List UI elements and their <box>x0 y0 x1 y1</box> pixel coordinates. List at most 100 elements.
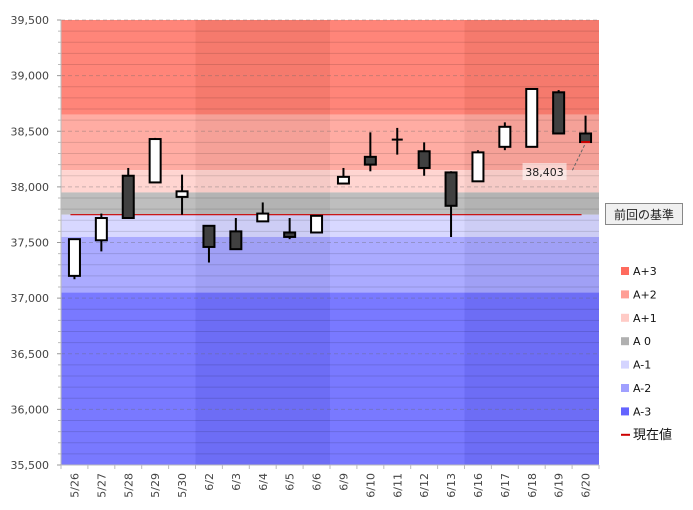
candle-body <box>363 155 377 166</box>
gridlines <box>61 19 599 466</box>
candle <box>336 167 350 185</box>
band-aplus1 <box>61 170 599 193</box>
candle <box>175 174 189 215</box>
x-tick-label: 5/28 <box>122 473 135 498</box>
x-tick-label: 6/2 <box>203 473 216 491</box>
legend-swatch <box>621 384 629 392</box>
week-shade-band <box>195 20 330 465</box>
band-aplus3 <box>61 20 599 115</box>
candle <box>525 87 539 148</box>
y-tick-label: 38,000 <box>11 181 50 194</box>
legend-swatch <box>621 407 629 416</box>
x-tick-label: 6/12 <box>418 473 431 498</box>
candle-body <box>256 212 270 223</box>
candle-body <box>444 171 458 207</box>
candles <box>67 87 593 280</box>
band-a-2 <box>61 236 599 293</box>
y-tick-label: 35,500 <box>11 459 50 472</box>
x-tick-label: 6/16 <box>472 473 485 498</box>
callout-label: 38,403 <box>525 166 564 179</box>
x-tick-label: 6/10 <box>364 473 377 498</box>
candle <box>256 202 270 223</box>
x-tick-label: 6/18 <box>526 473 539 498</box>
candle-body <box>336 175 350 185</box>
candle <box>498 122 512 151</box>
candle <box>471 150 485 183</box>
x-tick-label: 6/11 <box>391 473 404 498</box>
legend-swatch <box>621 290 629 299</box>
x-tick-label: 6/13 <box>445 473 458 498</box>
candle <box>310 214 324 234</box>
legend: A+3 A+2 A+1 A 0 A-1 A-2 A-3 現在値 <box>621 265 672 443</box>
x-axis-ticks: 5/26 5/27 5/28 5/29 5/30 6/2 6/3 6/4 6/5 6/6 6/9 6/… <box>60 465 600 498</box>
candle-body <box>202 224 216 248</box>
candle <box>121 167 135 220</box>
legend-item: A 0 <box>621 335 651 348</box>
x-tick-label: 6/17 <box>499 473 512 498</box>
x-tick-label: 5/27 <box>95 473 108 498</box>
candle-body <box>148 138 162 184</box>
candle <box>67 238 81 280</box>
last-value-callout: 38,403 <box>522 141 591 181</box>
candle <box>391 127 403 155</box>
week-shade-band <box>330 20 465 465</box>
candle-body <box>229 230 243 251</box>
legend-swatch <box>621 360 629 369</box>
x-tick-label: 6/4 <box>257 473 270 491</box>
candle <box>94 213 108 252</box>
legend-item: A+1 <box>621 312 657 325</box>
zone-bands <box>61 20 599 465</box>
candle-body <box>579 132 593 144</box>
legend-swatch <box>621 337 629 346</box>
legend-swatch <box>621 313 629 322</box>
previous-reference-button[interactable]: 前回の基準 <box>605 203 683 225</box>
x-tick-label: 6/6 <box>311 473 324 491</box>
band-a-3 <box>61 292 599 465</box>
y-tick-label: 37,000 <box>11 292 50 305</box>
candle-body <box>525 87 539 148</box>
x-tick-label: 6/5 <box>284 473 297 491</box>
x-tick-label: 6/20 <box>580 473 593 498</box>
candle-body <box>310 214 324 234</box>
y-axis-ticks: 35,500 36,000 36,500 37,000 37,500 38,000 38,5… <box>11 14 61 472</box>
legend-label: A-2 <box>633 382 651 395</box>
x-tick-label: 5/30 <box>176 473 189 498</box>
candle-body <box>94 217 108 242</box>
y-tick-label: 38,500 <box>11 125 50 138</box>
week-shade-band <box>61 20 196 465</box>
legend-label: A-1 <box>633 359 651 372</box>
y-tick-label: 39,500 <box>11 14 50 27</box>
band-a0 <box>61 192 599 215</box>
candle <box>283 218 297 240</box>
candle <box>363 132 377 172</box>
candle-body <box>121 174 135 220</box>
x-tick-label: 6/19 <box>553 473 566 498</box>
candle <box>202 224 216 263</box>
legend-label: A+1 <box>633 312 657 325</box>
legend-label: A 0 <box>633 335 651 348</box>
week-shading <box>61 20 599 465</box>
candle <box>552 90 566 135</box>
candle-body <box>471 151 485 183</box>
x-tick-label: 6/3 <box>230 473 243 491</box>
candle <box>148 137 162 184</box>
y-tick-label: 36,000 <box>11 403 50 416</box>
y-tick-label: 36,500 <box>11 348 50 361</box>
legend-label: A-3 <box>633 405 651 418</box>
legend-label: 現在値 <box>633 427 672 443</box>
x-tick-label: 5/26 <box>68 473 81 498</box>
legend-item: A-3 <box>621 405 651 418</box>
legend-item: 現在値 <box>621 427 672 443</box>
y-tick-label: 37,500 <box>11 237 50 250</box>
candle <box>417 142 431 176</box>
y-tick-label: 39,000 <box>11 70 50 83</box>
candle-body <box>417 150 431 169</box>
callout-box <box>522 163 567 181</box>
legend-label: A+3 <box>633 265 657 278</box>
candle-body <box>498 125 512 148</box>
legend-item: A+2 <box>621 288 657 301</box>
legend-label: A+2 <box>633 288 657 301</box>
candle-body <box>175 190 189 198</box>
x-tick-label: 5/29 <box>149 473 162 498</box>
